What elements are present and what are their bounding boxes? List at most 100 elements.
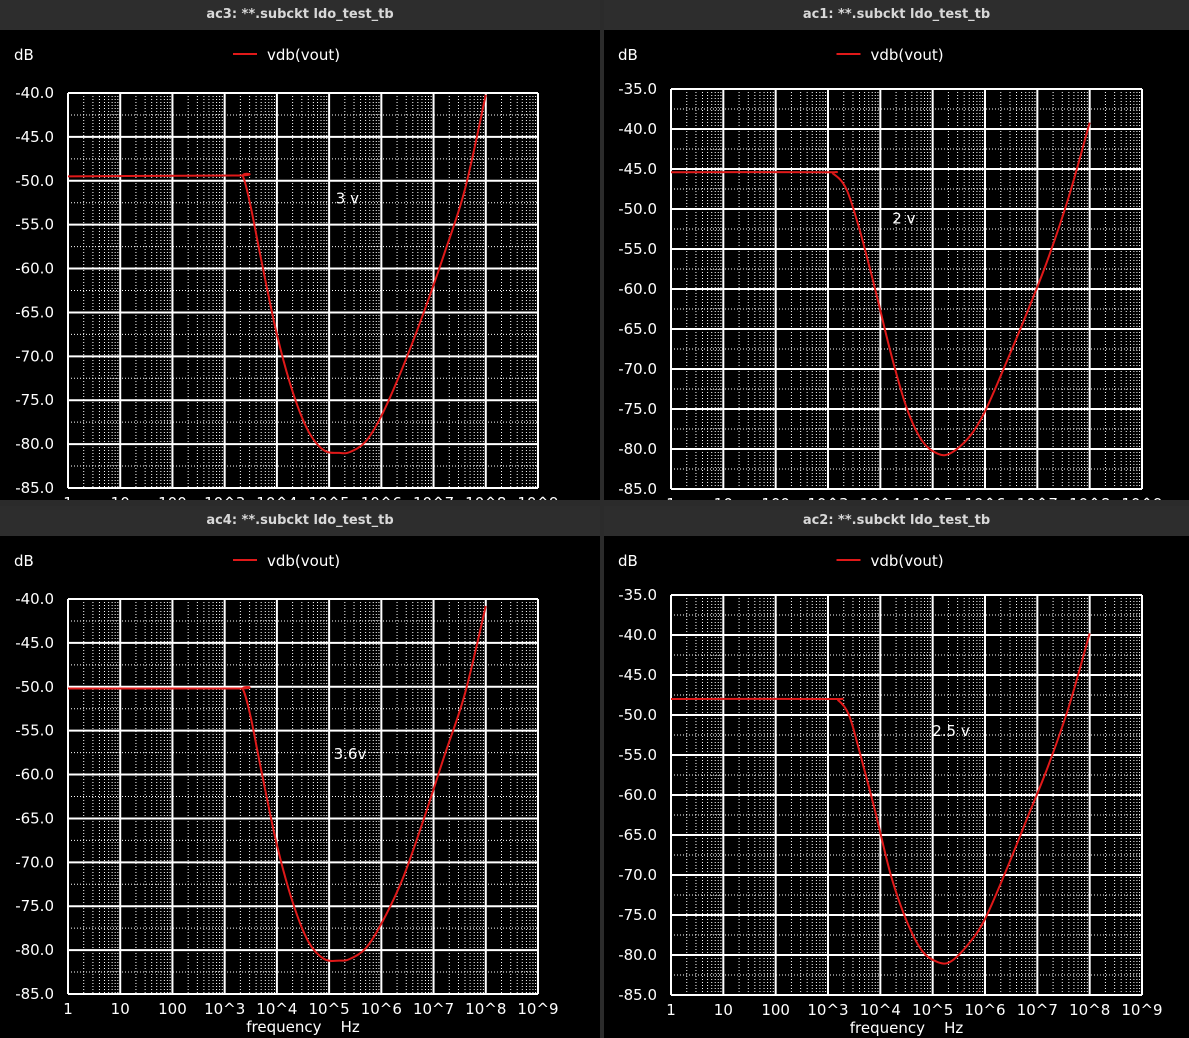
y-tick-label: -85.0 xyxy=(15,985,54,1003)
plot-area[interactable]: -35.0 -40.0 -45.0 -50.0 -55.0 -60.0 -65.0 -70.0… xyxy=(604,34,1189,500)
curve-annotation: 3 v xyxy=(336,190,359,208)
curve-annotation: 2 v xyxy=(892,209,915,227)
x-tick-label: 10^5 xyxy=(309,494,350,500)
x-tick-label: 10^3 xyxy=(204,1000,245,1018)
x-tick-label: 10^9 xyxy=(1121,1001,1162,1019)
plot-window-bottom-right: ac2: **.subckt ldo_test_tb -35.0 -40.0 -45… xyxy=(604,506,1189,1038)
window-title[interactable]: ac3: **.subckt ldo_test_tb xyxy=(0,0,600,30)
bode-chart[interactable]: -35.0 -40.0 -45.0 -50.0 -55.0 -60.0 -65.0 -70.0… xyxy=(604,540,1189,1038)
y-tick-label: -80.0 xyxy=(618,440,657,458)
y-tick-label: -35.0 xyxy=(618,80,657,98)
x-tick-label: 100 xyxy=(761,1001,790,1019)
x-tick-label: 10 xyxy=(111,494,130,500)
y-tick-label: -75.0 xyxy=(15,897,54,915)
plot-area[interactable]: -40.0 -45.0 -50.0 -55.0 -60.0 -65.0 -70.0 -75.0… xyxy=(0,34,600,500)
x-tick-label: 10^7 xyxy=(1017,1001,1058,1019)
y-tick-label: -35.0 xyxy=(618,586,657,604)
y-tick-label: -80.0 xyxy=(15,941,54,959)
y-tick-label: -60.0 xyxy=(15,260,54,278)
y-tick-label: -70.0 xyxy=(618,866,657,884)
legend-label: vdb(vout) xyxy=(267,552,340,570)
bode-chart[interactable]: -40.0 -45.0 -50.0 -55.0 -60.0 -65.0 -70.0 -75.0… xyxy=(0,540,600,1038)
y-tick-label: -75.0 xyxy=(15,391,54,409)
window-title[interactable]: ac2: **.subckt ldo_test_tb xyxy=(604,506,1189,536)
x-axis-label: frequency Hz xyxy=(246,1018,360,1036)
x-tick-label: 1 xyxy=(63,1000,73,1018)
y-tick-label: -40.0 xyxy=(15,590,54,608)
y-tick-label: -65.0 xyxy=(15,809,54,827)
bode-chart[interactable]: -35.0 -40.0 -45.0 -50.0 -55.0 -60.0 -65.0 -70.0… xyxy=(604,34,1189,500)
curve-annotation: 3.6v xyxy=(334,745,367,763)
y-tick-label: -50.0 xyxy=(15,172,54,190)
x-tick-label: 10^4 xyxy=(256,494,297,500)
plot-area[interactable]: -40.0 -45.0 -50.0 -55.0 -60.0 -65.0 -70.0 -75.0… xyxy=(0,540,600,1038)
x-tick-label: 10^8 xyxy=(1069,495,1110,500)
x-tick-label: 10 xyxy=(714,495,733,500)
y-tick-label: -45.0 xyxy=(618,160,657,178)
window-title[interactable]: ac4: **.subckt ldo_test_tb xyxy=(0,506,600,536)
y-tick-label: -45.0 xyxy=(618,666,657,684)
x-tick-label: 10^6 xyxy=(361,494,402,500)
x-tick-label: 10^9 xyxy=(1121,495,1162,500)
x-tick-label: 100 xyxy=(761,495,790,500)
x-axis-label: frequency Hz xyxy=(850,1019,964,1037)
y-tick-label: -55.0 xyxy=(15,216,54,234)
y-tick-label: -60.0 xyxy=(618,280,657,298)
curve-annotation: 2.5 v xyxy=(932,722,970,740)
y-tick-label: -50.0 xyxy=(618,200,657,218)
x-tick-label: 10^5 xyxy=(912,495,953,500)
y-tick-label: -75.0 xyxy=(618,906,657,924)
x-tick-label: 10^8 xyxy=(465,494,506,500)
y-tick-label: -40.0 xyxy=(618,120,657,138)
x-tick-label: 10^5 xyxy=(309,1000,350,1018)
x-tick-label: 10 xyxy=(111,1000,130,1018)
y-tick-label: -85.0 xyxy=(618,986,657,1004)
x-tick-label: 10^4 xyxy=(860,495,901,500)
series-line-vdb-vout xyxy=(67,605,487,962)
series-line-vdb-vout xyxy=(670,122,1091,457)
x-tick-label: 1 xyxy=(666,495,676,500)
x-tick-label: 10^5 xyxy=(912,1001,953,1019)
y-tick-label: -55.0 xyxy=(15,722,54,740)
y-axis-label: dB xyxy=(14,552,34,570)
y-tick-label: -55.0 xyxy=(618,240,657,258)
x-tick-label: 1 xyxy=(666,1001,676,1019)
y-tick-label: -70.0 xyxy=(15,853,54,871)
bode-chart[interactable]: -40.0 -45.0 -50.0 -55.0 -60.0 -65.0 -70.0 -75.0… xyxy=(0,34,600,500)
y-tick-label: -80.0 xyxy=(15,435,54,453)
window-title[interactable]: ac1: **.subckt ldo_test_tb xyxy=(604,0,1189,30)
x-tick-label: 10^3 xyxy=(807,495,848,500)
x-tick-label: 10^7 xyxy=(1017,495,1058,500)
y-tick-label: -65.0 xyxy=(15,303,54,321)
x-tick-label: 10^9 xyxy=(517,494,558,500)
y-tick-label: -55.0 xyxy=(618,746,657,764)
x-tick-label: 10^4 xyxy=(860,1001,901,1019)
y-axis-label: dB xyxy=(618,46,638,64)
x-tick-label: 10 xyxy=(714,1001,733,1019)
x-tick-label: 10^3 xyxy=(807,1001,848,1019)
x-tick-label: 10^6 xyxy=(964,1001,1005,1019)
y-tick-label: -60.0 xyxy=(15,766,54,784)
y-tick-label: -45.0 xyxy=(15,128,54,146)
x-tick-label: 100 xyxy=(158,494,187,500)
y-axis-label: dB xyxy=(14,46,34,64)
x-tick-label: 10^8 xyxy=(1069,1001,1110,1019)
y-tick-label: -85.0 xyxy=(618,480,657,498)
x-tick-label: 1 xyxy=(63,494,73,500)
y-tick-label: -65.0 xyxy=(618,320,657,338)
y-axis-label: dB xyxy=(618,552,638,570)
y-tick-label: -75.0 xyxy=(618,400,657,418)
series-line-vdb-vout xyxy=(67,94,487,455)
y-tick-label: -80.0 xyxy=(618,946,657,964)
x-tick-label: 10^8 xyxy=(465,1000,506,1018)
x-tick-label: 10^9 xyxy=(517,1000,558,1018)
plot-window-bottom-left: ac4: **.subckt ldo_test_tb -40.0 -45.0 -50… xyxy=(0,506,600,1038)
x-tick-label: 10^6 xyxy=(361,1000,402,1018)
plot-area[interactable]: -35.0 -40.0 -45.0 -50.0 -55.0 -60.0 -65.0 -70.0… xyxy=(604,540,1189,1038)
x-tick-label: 100 xyxy=(158,1000,187,1018)
x-tick-label: 10^6 xyxy=(964,495,1005,500)
legend-label: vdb(vout) xyxy=(871,46,944,64)
y-tick-label: -50.0 xyxy=(618,706,657,724)
legend-label: vdb(vout) xyxy=(267,46,340,64)
y-tick-label: -45.0 xyxy=(15,634,54,652)
